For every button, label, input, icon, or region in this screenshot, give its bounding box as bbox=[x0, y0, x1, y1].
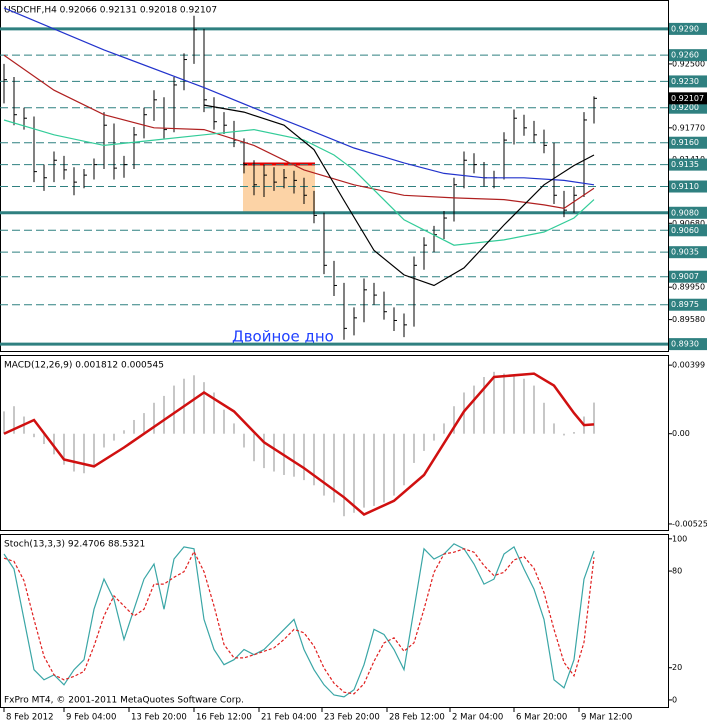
y-tick-label: 0.90680 bbox=[672, 219, 705, 228]
series-line bbox=[3, 543, 595, 698]
series-line bbox=[3, 119, 595, 246]
x-tick-label: 8 Feb 2012 bbox=[6, 713, 54, 723]
y-tick-label: 0.89950 bbox=[672, 283, 705, 292]
y-tick-label: 0.89580 bbox=[672, 315, 705, 324]
x-tick-label: 6 Mar 20:00 bbox=[516, 713, 567, 723]
level-label: 0.9007 bbox=[671, 272, 699, 281]
level-label-box bbox=[669, 49, 707, 62]
x-tick-label: 16 Feb 12:00 bbox=[196, 713, 252, 723]
x-tick-label: 2 Mar 04:00 bbox=[452, 713, 503, 723]
level-label-box bbox=[669, 206, 707, 219]
level-label-box bbox=[669, 298, 707, 311]
level-label: 0.9060 bbox=[671, 226, 699, 235]
level-label-box bbox=[669, 270, 707, 283]
level-label-box bbox=[669, 246, 707, 259]
y-tick-label: 0.91770 bbox=[672, 123, 705, 132]
zone bbox=[243, 164, 315, 212]
stoch-panel bbox=[0, 534, 669, 708]
level-label: 0.9035 bbox=[671, 248, 699, 257]
level-label-box bbox=[669, 136, 707, 149]
level-label: 0.9160 bbox=[671, 138, 699, 147]
last-price-box bbox=[669, 92, 707, 105]
series-line bbox=[203, 104, 595, 287]
y-tick-label: 0 bbox=[672, 695, 677, 704]
series-line bbox=[3, 7, 595, 186]
last-price: 0.92107 bbox=[671, 94, 704, 103]
x-tick-label: 23 Feb 20:00 bbox=[324, 713, 380, 723]
x-tick-label: 13 Feb 20:00 bbox=[131, 713, 187, 723]
x-tick-label: 9 Mar 12:00 bbox=[581, 713, 632, 723]
level-label: 0.8930 bbox=[671, 340, 699, 349]
level-label-box bbox=[669, 158, 707, 171]
level-label-box bbox=[669, 101, 707, 114]
level-label: 0.8975 bbox=[671, 300, 699, 309]
level-label: 0.9080 bbox=[671, 208, 699, 217]
level-label-box bbox=[669, 180, 707, 193]
level-label: 0.9110 bbox=[671, 182, 699, 191]
panel-title: USDCHF,H4 0.92066 0.92131 0.92018 0.9210… bbox=[4, 6, 217, 16]
footer: FxPro MT4, © 2001-2011 MetaQuotes Softwa… bbox=[4, 696, 244, 706]
level-label: 0.9230 bbox=[671, 77, 699, 86]
series-line bbox=[3, 54, 595, 210]
panel-title: MACD(12,26,9) 0.001812 0.000545 bbox=[4, 361, 164, 371]
x-tick-label: 9 Feb 04:00 bbox=[66, 713, 116, 723]
level-label-box bbox=[669, 338, 707, 351]
level-label: 0.9290 bbox=[671, 24, 699, 33]
y-tick-label: 0.00 bbox=[672, 429, 690, 438]
y-tick-label: 0.00399 bbox=[672, 361, 705, 370]
y-tick-label: -0.00525 bbox=[672, 519, 707, 528]
y-tick-label: 20 bbox=[672, 663, 682, 672]
series-line bbox=[3, 372, 595, 516]
level-label-box bbox=[669, 22, 707, 35]
y-tick-label: 100 bbox=[672, 534, 687, 543]
level-label-box bbox=[669, 224, 707, 237]
x-tick-label: 21 Feb 04:00 bbox=[261, 713, 317, 723]
price-panel bbox=[0, 0, 669, 352]
level-label: 0.9135 bbox=[671, 160, 699, 169]
y-tick-label: 0.92500 bbox=[672, 59, 705, 68]
annotation: Двойное дно bbox=[232, 328, 334, 346]
level-label: 0.9260 bbox=[671, 51, 699, 60]
level-label-box bbox=[669, 75, 707, 88]
x-tick-label: 28 Feb 12:00 bbox=[389, 713, 445, 723]
panel-title: Stoch(13,3,3) 92.4706 88.5321 bbox=[4, 540, 145, 550]
level-label: 0.9200 bbox=[671, 103, 699, 112]
y-tick-label: 80 bbox=[672, 567, 682, 576]
macd-panel bbox=[0, 355, 669, 531]
